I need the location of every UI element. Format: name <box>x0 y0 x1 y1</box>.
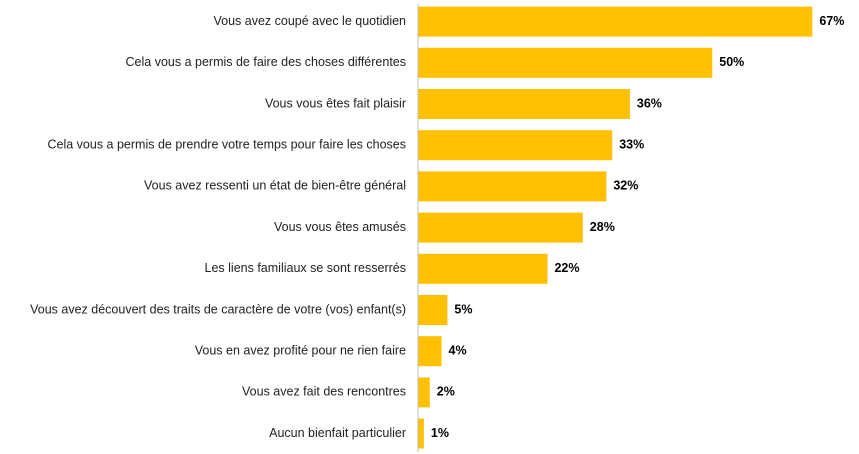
category-label: Vous avez découvert des traits de caract… <box>30 302 406 316</box>
value-label: 1% <box>431 426 449 440</box>
bar <box>418 47 713 78</box>
category-label: Les liens familiaux se sont resserrés <box>205 261 406 275</box>
category-label: Vous en avez profité pour ne rien faire <box>195 343 406 357</box>
bar <box>418 295 448 325</box>
category-label: Aucun bienfait particulier <box>269 426 406 440</box>
bar <box>418 253 548 284</box>
category-label: Vous vous êtes amusés <box>274 220 406 234</box>
value-label: 4% <box>449 343 467 357</box>
category-label: Cela vous a permis de faire des choses d… <box>126 55 406 69</box>
value-label: 36% <box>637 96 662 110</box>
value-label: 67% <box>819 14 844 28</box>
bar <box>418 377 430 408</box>
bar <box>418 336 442 367</box>
category-label: Vous avez coupé avec le quotidien <box>214 14 407 28</box>
bar <box>418 171 607 202</box>
value-label: 2% <box>437 385 455 399</box>
value-label: 22% <box>554 261 579 275</box>
category-label: Vous avez fait des rencontres <box>242 385 406 399</box>
value-label: 5% <box>454 302 472 316</box>
bar <box>418 6 813 37</box>
value-label: 28% <box>590 220 615 234</box>
bar <box>418 89 630 119</box>
value-label: 33% <box>619 137 644 151</box>
category-label: Cela vous a permis de prendre votre temp… <box>47 137 406 151</box>
value-label: 32% <box>613 179 638 193</box>
bar <box>418 418 424 449</box>
bar <box>418 212 583 243</box>
category-label: Vous vous êtes fait plaisir <box>265 96 406 110</box>
value-label: 50% <box>719 55 744 69</box>
category-label: Vous avez ressenti un état de bien-être … <box>144 179 406 193</box>
bar <box>418 130 613 161</box>
